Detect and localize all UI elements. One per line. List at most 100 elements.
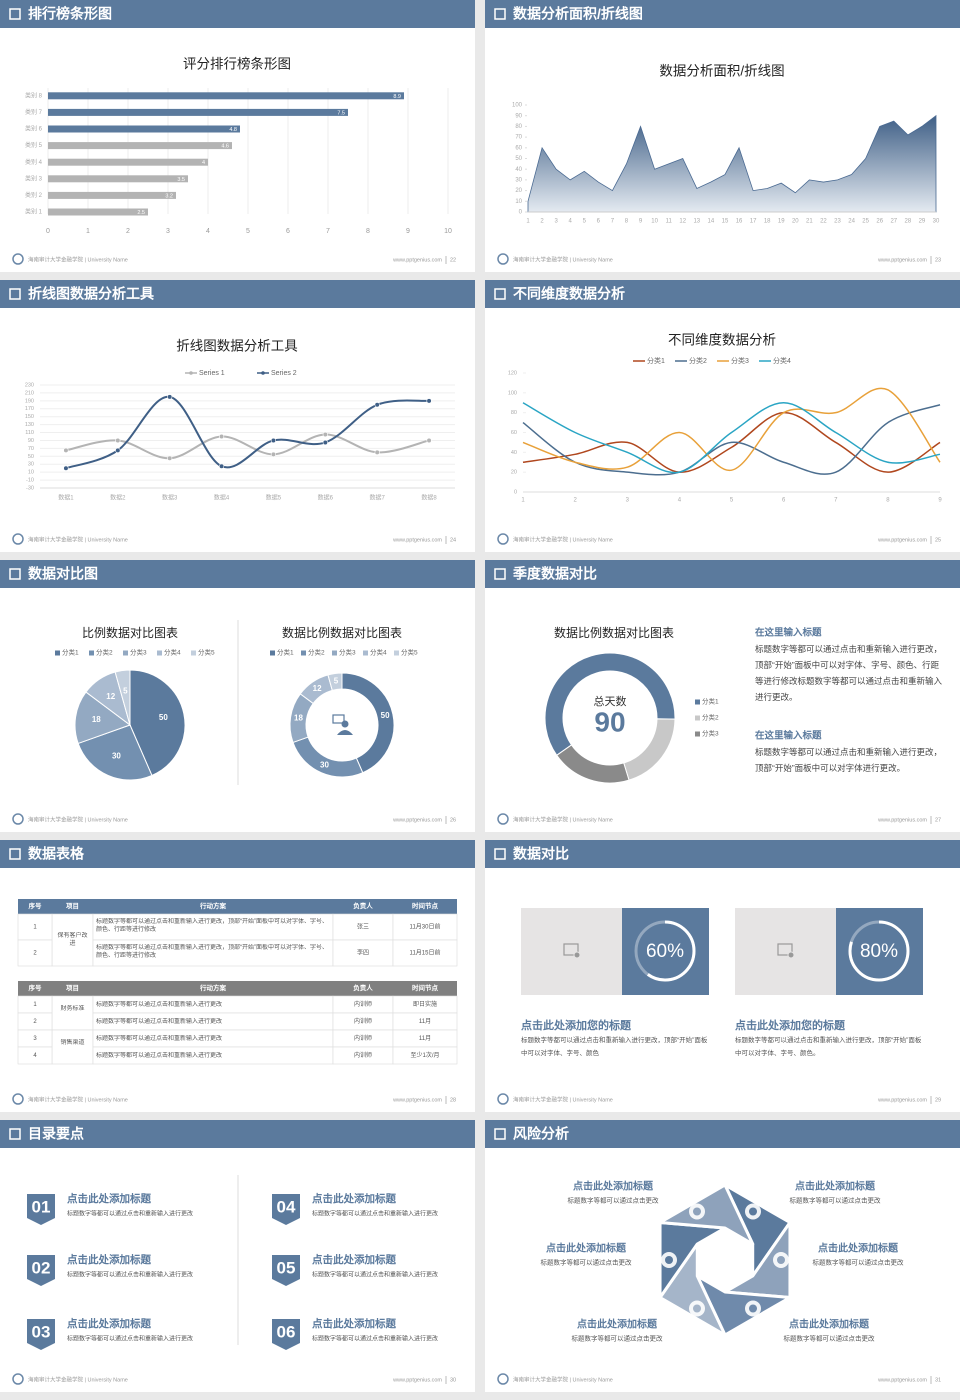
chart-title: 比例数据对比图表: [82, 625, 178, 640]
y-tick-label: 70: [28, 446, 34, 452]
cell-deadline: 至少1次/月: [410, 1051, 439, 1059]
x-tick-label: 数据5: [266, 494, 282, 502]
x-tick-label: 16: [736, 219, 743, 225]
risk-title: 点击此处添加标题: [789, 1318, 870, 1331]
logo: [497, 1373, 509, 1385]
x-tick-label: 17: [750, 219, 757, 225]
header-icon: [494, 1128, 506, 1140]
footer-site: www.pptgenius.com: [392, 1097, 442, 1103]
toc-text: 标题数字等都可以通过点击和重新输入进行更改: [312, 1210, 438, 1218]
risk-text: 标题数字等都可以通过点击更改: [790, 1196, 882, 1205]
toc-text: 标题数字等都可以通过点击和重新输入进行更改: [312, 1271, 438, 1279]
x-tick-label: 21: [806, 219, 813, 225]
legend-swatch: [191, 650, 196, 656]
badge: [272, 1194, 300, 1225]
x-tick-label: 7: [834, 498, 838, 504]
y-tick-label: 类别 6: [25, 125, 43, 133]
y-tick-label: 30: [28, 462, 34, 468]
badge: [272, 1255, 300, 1286]
legend-label: 分类1: [702, 697, 719, 706]
column-header: 行动方案: [199, 983, 227, 992]
text-box: 标题数字等都可以通过点击和重新输入进行更改: [96, 1019, 222, 1025]
y-tick-label: 40: [511, 450, 517, 456]
badge-number: 05: [277, 1258, 296, 1277]
toc-title: 点击此处添加标题: [312, 1192, 396, 1205]
chart-title: 评分排行榜条形图: [183, 56, 291, 72]
bar: [48, 125, 240, 133]
cell-no: 2: [33, 1019, 37, 1025]
y-tick-label: 80: [511, 410, 517, 416]
legend-swatch: [695, 731, 700, 737]
column-header: 行动方案: [199, 901, 227, 910]
risk-icon: [749, 1207, 757, 1216]
x-tick-label: 27: [890, 219, 897, 225]
slide-title: 折线图数据分析工具: [28, 286, 154, 302]
bar: [48, 92, 404, 100]
x-tick-label: 数据1: [58, 494, 74, 502]
x-tick-label: 3: [166, 228, 170, 235]
x-tick-label: 1: [526, 219, 530, 225]
page-number: 30: [450, 1377, 456, 1383]
bar-value-label: 4: [202, 160, 205, 166]
toc-title: 点击此处添加标题: [312, 1253, 396, 1266]
y-tick-label: 90: [28, 438, 34, 444]
item-cell: 保有客户改进: [57, 933, 88, 947]
table-cell: [392, 1046, 458, 1065]
icon: [332, 714, 345, 724]
marker: [270, 437, 277, 444]
footer-school: 海南审计大学金融学院 | University Name: [28, 255, 128, 263]
toc-text: 标题数字等都可以通过点击和重新输入进行更改: [312, 1335, 438, 1343]
toc-title: 点击此处添加标题: [312, 1317, 396, 1330]
x-tick-label: 2: [126, 228, 130, 235]
badge-number: 02: [32, 1258, 51, 1277]
ring-value: [634, 920, 696, 982]
legend-swatch: [270, 650, 275, 656]
slice-label: 30: [320, 760, 329, 769]
footer-site: www.pptgenius.com: [877, 1377, 927, 1383]
risk-text: 标题数字等都可以通过点击更改: [541, 1258, 633, 1267]
y-tick-label: 10: [28, 470, 34, 476]
chart-title: 折线图数据分析工具: [176, 339, 298, 354]
marker: [374, 402, 380, 408]
risk-icon: [665, 1256, 673, 1264]
risk-title: 点击此处添加标题: [573, 1180, 654, 1193]
badge-number: 03: [32, 1322, 51, 1341]
slide: [485, 280, 960, 552]
bar: [48, 108, 348, 116]
cell-owner: 内训师: [354, 1000, 372, 1008]
marker: [218, 433, 225, 440]
footer-school: 海南审计大学金融学院 | University Name: [513, 815, 613, 823]
legend-swatch: [261, 371, 265, 375]
slice-label: 5: [123, 686, 128, 695]
y-tick-label: -10: [26, 478, 34, 484]
footer-school: 海南审计大学金融学院 | University Name: [28, 815, 128, 823]
series-line: [522, 401, 941, 474]
x-tick-label: 6: [597, 219, 601, 225]
text-box: 标题数字等都可以通过点击和重新输入进行更改，顶部“开始”面板中可以对字体、字号、…: [96, 919, 328, 933]
footer-school: 海南审计大学金融学院 | University Name: [28, 1095, 128, 1103]
image-placeholder: [521, 908, 622, 995]
slide: [0, 840, 475, 1112]
slice-label: 5: [334, 677, 339, 686]
x-tick-label: 5: [246, 228, 250, 235]
legend-swatch: [363, 650, 368, 656]
y-tick-label: 90: [515, 113, 522, 119]
risk-icon: [693, 1207, 701, 1216]
risk-title: 点击此处添加标题: [577, 1318, 658, 1331]
legend-swatch: [301, 650, 306, 656]
slide-title: 不同维度数据分析: [513, 286, 625, 302]
note-title: 在这里输入标题: [755, 730, 822, 742]
bar-value-label: 8.9: [393, 94, 401, 100]
logo: [497, 1093, 509, 1105]
center-value: 90: [594, 706, 625, 737]
slide-title: 数据表格: [28, 846, 85, 862]
y-tick-label: 130: [25, 422, 34, 428]
x-tick-label: 20: [792, 219, 799, 225]
table-header: [18, 981, 457, 996]
slide-title: 数据分析面积/折线图: [513, 6, 643, 22]
image-icon: [787, 951, 795, 959]
risk-text: 标题数字等都可以通过点击更改: [572, 1334, 664, 1343]
legend-swatch: [695, 699, 700, 705]
y-tick-label: 40: [515, 167, 522, 173]
series-line: [522, 387, 941, 471]
